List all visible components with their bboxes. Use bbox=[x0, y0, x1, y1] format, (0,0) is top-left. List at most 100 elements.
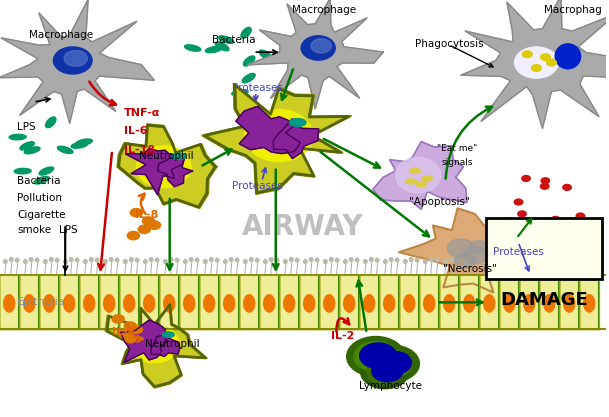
Ellipse shape bbox=[83, 295, 95, 312]
Circle shape bbox=[541, 178, 549, 183]
Ellipse shape bbox=[301, 36, 335, 60]
Ellipse shape bbox=[124, 295, 135, 312]
Ellipse shape bbox=[43, 259, 47, 264]
Ellipse shape bbox=[69, 258, 73, 261]
FancyBboxPatch shape bbox=[200, 275, 220, 330]
Circle shape bbox=[523, 51, 532, 58]
Ellipse shape bbox=[264, 259, 267, 264]
Circle shape bbox=[373, 350, 412, 377]
Ellipse shape bbox=[189, 258, 193, 261]
Ellipse shape bbox=[250, 258, 253, 261]
Ellipse shape bbox=[269, 258, 273, 261]
Ellipse shape bbox=[35, 258, 39, 262]
Ellipse shape bbox=[416, 182, 427, 187]
FancyBboxPatch shape bbox=[160, 275, 180, 330]
Circle shape bbox=[130, 208, 143, 217]
Text: IL-8: IL-8 bbox=[112, 327, 135, 337]
Ellipse shape bbox=[289, 258, 293, 261]
Ellipse shape bbox=[169, 258, 173, 261]
Ellipse shape bbox=[185, 45, 201, 51]
Ellipse shape bbox=[475, 258, 479, 262]
Text: "Apoptosis": "Apoptosis" bbox=[409, 197, 470, 207]
Text: Epithelia: Epithelia bbox=[17, 297, 66, 307]
Text: Neutrophil: Neutrophil bbox=[139, 151, 194, 161]
Ellipse shape bbox=[583, 295, 595, 312]
Ellipse shape bbox=[535, 258, 539, 262]
Ellipse shape bbox=[219, 36, 234, 43]
Ellipse shape bbox=[115, 258, 119, 262]
Circle shape bbox=[541, 54, 551, 60]
Ellipse shape bbox=[29, 258, 33, 261]
Circle shape bbox=[124, 322, 136, 330]
Text: Bacteria: Bacteria bbox=[17, 176, 60, 186]
Ellipse shape bbox=[215, 42, 229, 51]
Circle shape bbox=[563, 184, 571, 190]
FancyBboxPatch shape bbox=[500, 275, 519, 330]
FancyBboxPatch shape bbox=[320, 275, 340, 330]
Ellipse shape bbox=[4, 259, 7, 264]
Ellipse shape bbox=[71, 142, 88, 148]
Text: Proteases: Proteases bbox=[232, 83, 283, 93]
Circle shape bbox=[372, 360, 403, 382]
Ellipse shape bbox=[389, 258, 393, 261]
Polygon shape bbox=[461, 0, 609, 128]
Ellipse shape bbox=[384, 259, 387, 264]
Ellipse shape bbox=[34, 176, 49, 184]
Polygon shape bbox=[158, 155, 192, 187]
FancyBboxPatch shape bbox=[360, 275, 379, 330]
Ellipse shape bbox=[504, 295, 515, 312]
Ellipse shape bbox=[76, 258, 79, 262]
Ellipse shape bbox=[205, 47, 222, 53]
Text: IL-2: IL-2 bbox=[331, 331, 354, 341]
Ellipse shape bbox=[209, 258, 213, 261]
Ellipse shape bbox=[284, 295, 295, 312]
Ellipse shape bbox=[470, 258, 473, 261]
Ellipse shape bbox=[350, 258, 353, 261]
Polygon shape bbox=[248, 0, 383, 109]
Circle shape bbox=[576, 223, 584, 229]
Ellipse shape bbox=[429, 258, 433, 261]
Polygon shape bbox=[373, 142, 467, 209]
Ellipse shape bbox=[241, 28, 252, 38]
Ellipse shape bbox=[375, 258, 379, 262]
Text: Neutrophil: Neutrophil bbox=[146, 339, 200, 349]
Ellipse shape bbox=[49, 258, 53, 261]
Circle shape bbox=[130, 325, 143, 334]
Ellipse shape bbox=[130, 325, 179, 363]
Ellipse shape bbox=[244, 295, 255, 312]
Ellipse shape bbox=[15, 258, 19, 262]
Ellipse shape bbox=[230, 258, 233, 261]
Circle shape bbox=[522, 176, 530, 181]
Polygon shape bbox=[273, 119, 319, 158]
Text: "Necrosis": "Necrosis" bbox=[443, 264, 497, 274]
Ellipse shape bbox=[264, 295, 275, 312]
Ellipse shape bbox=[124, 259, 127, 264]
Ellipse shape bbox=[583, 259, 587, 264]
Ellipse shape bbox=[20, 142, 34, 150]
Ellipse shape bbox=[364, 295, 375, 312]
Ellipse shape bbox=[203, 295, 215, 312]
Text: Macrophag: Macrophag bbox=[544, 5, 602, 15]
Ellipse shape bbox=[549, 258, 553, 261]
Circle shape bbox=[502, 226, 511, 231]
FancyBboxPatch shape bbox=[180, 275, 200, 330]
Polygon shape bbox=[121, 320, 166, 362]
Ellipse shape bbox=[524, 259, 527, 264]
Ellipse shape bbox=[404, 295, 415, 312]
Circle shape bbox=[447, 239, 474, 257]
FancyBboxPatch shape bbox=[240, 275, 259, 330]
Ellipse shape bbox=[343, 259, 347, 264]
Text: Bacteria: Bacteria bbox=[211, 35, 255, 45]
Circle shape bbox=[502, 218, 511, 224]
Ellipse shape bbox=[435, 258, 439, 262]
Text: "Eat me": "Eat me" bbox=[437, 143, 477, 153]
Ellipse shape bbox=[449, 258, 453, 261]
Ellipse shape bbox=[129, 258, 133, 261]
Ellipse shape bbox=[242, 73, 255, 83]
Ellipse shape bbox=[275, 258, 279, 262]
Circle shape bbox=[547, 59, 557, 66]
Ellipse shape bbox=[370, 258, 373, 261]
Ellipse shape bbox=[144, 259, 147, 264]
Text: Cigarette: Cigarette bbox=[17, 210, 66, 220]
Ellipse shape bbox=[164, 295, 175, 312]
